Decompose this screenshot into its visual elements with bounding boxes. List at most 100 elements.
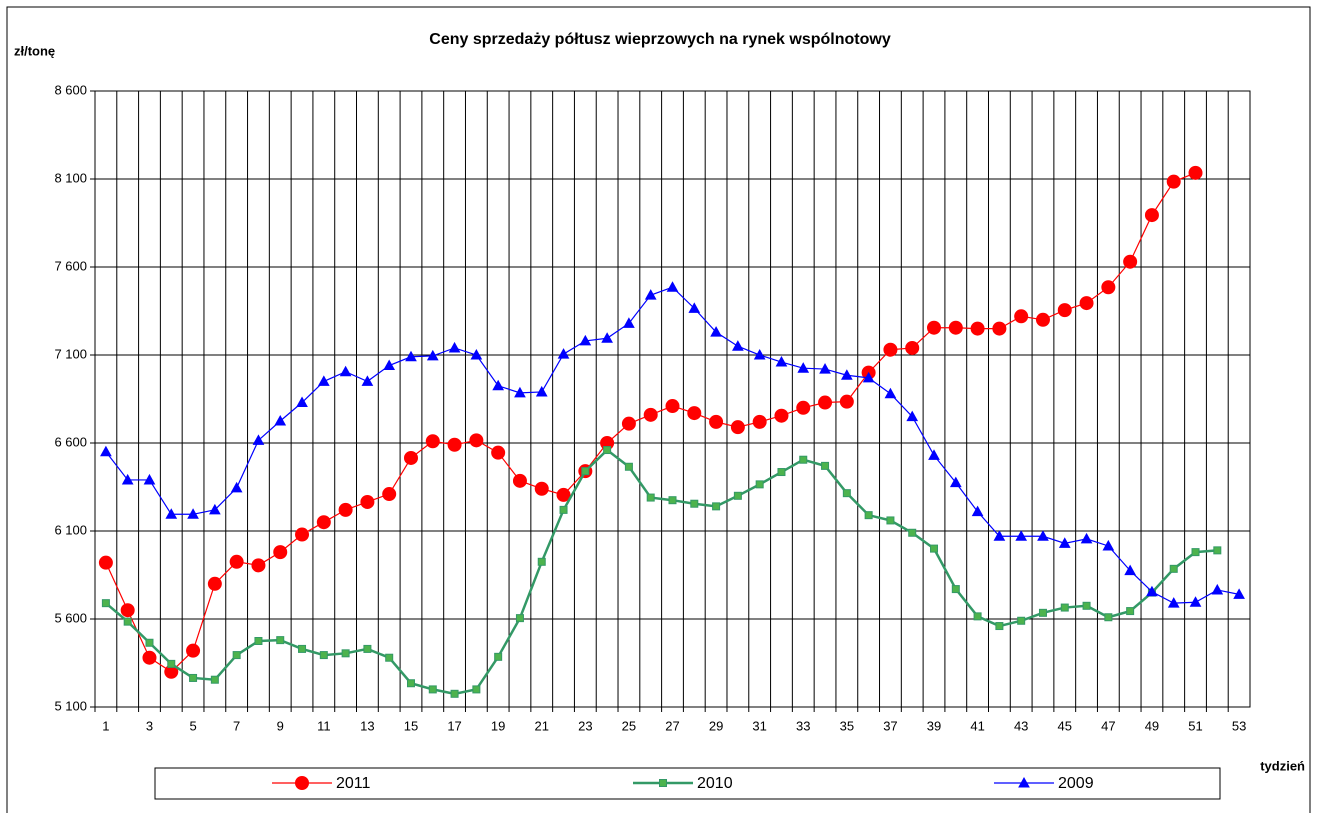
data-point <box>928 449 940 460</box>
x-tick-label: 31 <box>752 718 766 733</box>
data-point <box>448 341 461 353</box>
data-point <box>559 505 568 514</box>
data-point <box>189 673 198 682</box>
data-point <box>1124 564 1136 576</box>
data-point <box>951 585 960 594</box>
data-point <box>426 349 439 361</box>
y-tick-label: 5 600 <box>54 610 87 625</box>
data-point <box>710 326 722 337</box>
data-point <box>316 515 331 530</box>
legend-marker <box>295 776 309 790</box>
data-point <box>687 406 702 421</box>
data-point <box>405 350 417 362</box>
data-point <box>884 387 897 399</box>
data-point <box>535 385 548 397</box>
data-point <box>1015 530 1028 541</box>
data-point <box>338 502 353 517</box>
data-point <box>469 433 484 448</box>
data-point <box>339 365 352 377</box>
data-point <box>1060 603 1069 612</box>
data-point <box>383 359 396 371</box>
data-point <box>690 499 699 508</box>
x-tick-label: 11 <box>317 718 331 733</box>
data-point <box>775 356 788 367</box>
data-point <box>1102 539 1115 551</box>
data-point <box>797 362 810 373</box>
x-tick-label: 27 <box>665 718 679 733</box>
data-point <box>142 650 157 665</box>
data-point <box>1191 548 1200 557</box>
data-point <box>167 659 176 668</box>
data-point <box>121 473 134 485</box>
data-point <box>712 502 721 511</box>
data-point <box>382 487 397 502</box>
data-point <box>165 508 178 519</box>
data-point <box>842 489 851 498</box>
data-point <box>406 679 415 688</box>
data-point <box>621 416 636 431</box>
data-point <box>732 340 744 351</box>
data-point <box>252 434 265 445</box>
x-tick-label: 5 <box>189 718 196 733</box>
data-point <box>341 649 350 658</box>
data-point <box>908 528 917 537</box>
data-point <box>100 445 112 457</box>
data-point <box>1038 608 1047 617</box>
data-point <box>120 603 135 618</box>
data-point <box>840 369 853 380</box>
data-point <box>361 375 374 386</box>
legend-label: 2010 <box>697 775 733 792</box>
data-point <box>688 302 701 313</box>
data-point <box>317 375 330 386</box>
data-point <box>971 505 984 517</box>
x-tick-label: 29 <box>709 718 723 733</box>
data-point <box>534 481 549 496</box>
data-point <box>1144 208 1159 223</box>
data-point <box>1146 585 1158 597</box>
data-point <box>298 644 307 653</box>
data-point <box>1014 309 1029 324</box>
legend-label: 2009 <box>1058 775 1094 792</box>
data-point <box>230 481 243 493</box>
data-point <box>668 496 677 505</box>
data-point <box>949 476 962 488</box>
y-tick-label: 6 600 <box>54 434 87 449</box>
data-point <box>644 289 657 300</box>
data-point <box>1079 296 1094 311</box>
data-point <box>210 675 219 684</box>
data-point <box>1035 312 1050 327</box>
data-point <box>753 348 766 360</box>
legend-label: 2011 <box>336 775 371 792</box>
data-point <box>101 599 110 608</box>
data-point <box>818 395 833 410</box>
x-tick-label: 7 <box>233 718 240 733</box>
data-point <box>1101 280 1116 295</box>
data-point <box>295 527 310 542</box>
y-tick-label: 7 600 <box>54 258 87 273</box>
data-point <box>970 321 985 336</box>
data-point <box>777 468 786 477</box>
data-point <box>930 544 939 553</box>
data-point <box>1189 596 1202 607</box>
data-point <box>494 652 503 661</box>
plot-area <box>94 90 1251 708</box>
data-point <box>905 340 920 355</box>
data-point <box>862 371 875 383</box>
y-tick-label: 8 600 <box>54 82 87 97</box>
data-point <box>123 617 132 626</box>
x-tick-label: 3 <box>146 718 153 733</box>
data-point <box>995 622 1004 631</box>
data-point <box>579 334 592 346</box>
data-point <box>472 685 481 694</box>
data-point <box>1017 616 1026 625</box>
data-point <box>557 348 570 359</box>
x-tick-label: 47 <box>1101 718 1115 733</box>
x-tick-label: 41 <box>970 718 984 733</box>
data-point <box>730 420 745 435</box>
data-point <box>251 558 266 573</box>
data-point <box>948 320 963 335</box>
x-tick-label: 35 <box>840 718 854 733</box>
x-tick-label: 45 <box>1058 718 1072 733</box>
data-point <box>514 386 526 398</box>
y-tick-label: 8 100 <box>54 170 87 185</box>
